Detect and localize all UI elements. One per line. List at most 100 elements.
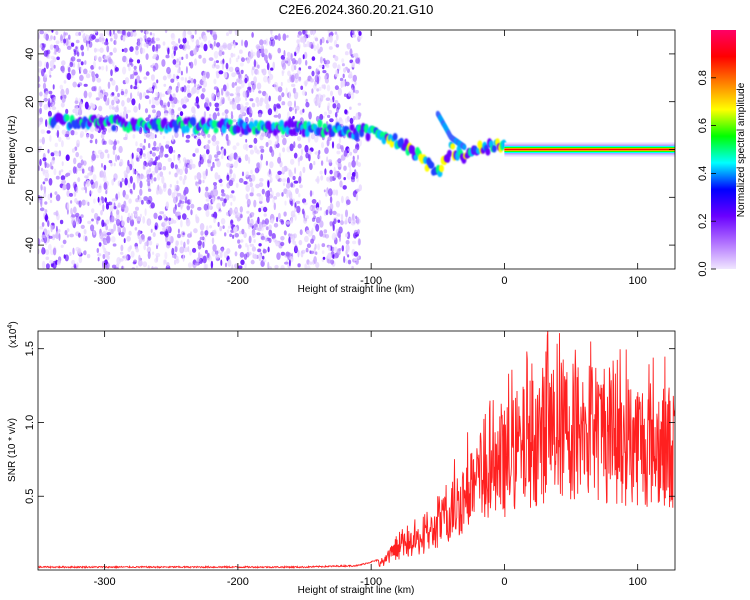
- spectrogram-noise-speck: [290, 107, 295, 111]
- spectrogram-noise-speck: [102, 59, 108, 63]
- spectrogram-noise-speck: [126, 31, 131, 37]
- spectrogram-noise-speck: [315, 223, 320, 232]
- spectrogram-noise-speck: [90, 133, 94, 140]
- spectrogram-noise-speck: [332, 189, 337, 196]
- spectrogram-noise-speck: [130, 92, 133, 99]
- spectrogram-noise-speck: [239, 206, 243, 213]
- spectrogram-noise-speck: [349, 106, 352, 110]
- spectrogram-noise-speck: [346, 42, 351, 50]
- spectrogram-noise-speck: [327, 105, 330, 111]
- spectrogram-noise-speck: [76, 58, 82, 63]
- spectrogram-noise-speck: [183, 85, 187, 93]
- spectrogram-noise-speck: [299, 184, 303, 189]
- spectrogram-noise-speck: [273, 81, 279, 90]
- spectrogram-noise-speck: [302, 166, 306, 174]
- spectrogram-noise-speck: [122, 226, 126, 235]
- spectrogram-noise-speck: [353, 148, 358, 154]
- spectrogram-noise-speck: [352, 155, 355, 162]
- spectrogram-noise-speck: [165, 54, 170, 59]
- spectrogram-noise-speck: [180, 240, 183, 246]
- spectrogram-noise-speck: [260, 224, 265, 232]
- spectrogram-noise-speck: [154, 134, 157, 139]
- spectrogram-noise-speck: [227, 43, 232, 51]
- spectrogram-noise-speck: [296, 39, 300, 44]
- spectrogram-noise-speck: [351, 213, 355, 221]
- spectrogram-noise-speck: [239, 213, 243, 218]
- spectrogram-noise-speck: [352, 34, 357, 38]
- spectrogram-noise-speck: [342, 185, 347, 190]
- spectrogram-noise-speck: [313, 84, 317, 90]
- bottom-y-multiplier: (x104): [7, 321, 19, 348]
- spectrogram-noise-speck: [117, 92, 120, 98]
- spectrogram-noise-speck: [39, 207, 45, 212]
- spectrogram-noise-speck: [214, 102, 220, 108]
- spectrogram-noise-speck: [122, 30, 126, 35]
- spectrogram-noise-speck: [153, 212, 158, 219]
- spectrogram-noise-speck: [241, 39, 244, 47]
- spectrogram-noise-speck: [283, 230, 287, 236]
- spectrogram-noise-speck: [351, 160, 356, 168]
- spectrogram-noise-speck: [253, 239, 256, 243]
- spectrogram-noise-speck: [39, 30, 45, 35]
- spectrogram-noise-speck: [143, 244, 146, 251]
- spectrogram-noise-speck: [268, 237, 272, 243]
- spectrogram-noise-speck: [44, 214, 49, 222]
- spectrogram-noise-speck: [113, 96, 119, 102]
- spectrogram-noise-speck: [347, 254, 350, 258]
- spectrogram-noise-speck: [59, 84, 64, 90]
- spectrogram-noise-speck: [103, 41, 109, 46]
- spectrogram-noise-speck: [219, 252, 223, 259]
- spectrogram-noise-speck: [179, 194, 185, 200]
- spectrogram-noise-speck: [158, 188, 163, 195]
- spectrogram-noise-speck: [103, 140, 107, 145]
- spectrogram-noise-speck: [187, 92, 192, 98]
- spectrogram-noise-speck: [122, 66, 127, 75]
- spectrogram-noise-speck: [343, 67, 347, 73]
- spectrogram-noise-speck: [338, 117, 343, 122]
- spectrogram-noise-speck: [231, 72, 236, 78]
- spectrogram-noise-speck: [212, 163, 215, 169]
- spectrogram-noise-speck: [317, 49, 321, 54]
- spectrogram-noise-speck: [216, 257, 221, 261]
- spectrogram-noise-speck: [109, 201, 114, 206]
- spectrogram-noise-speck: [196, 183, 200, 189]
- bottom-y-tick-label: 1.0: [24, 415, 36, 430]
- spectrogram-noise-speck: [259, 134, 264, 141]
- spectrogram-noise-speck: [111, 99, 115, 106]
- spectrogram-noise-speck: [251, 102, 256, 108]
- spectrogram-noise-speck: [39, 44, 43, 49]
- spectrogram-noise-speck: [271, 218, 274, 224]
- spectrogram-noise-speck: [216, 144, 220, 153]
- spectrogram-noise-speck: [207, 202, 210, 211]
- spectrogram-noise-speck: [148, 114, 151, 119]
- spectrogram-noise-speck: [305, 152, 310, 159]
- spectrogram-noise-speck: [200, 230, 204, 236]
- spectrogram-noise-speck: [123, 47, 128, 53]
- spectrogram-noise-speck: [49, 74, 52, 78]
- spectrogram-noise-speck: [210, 166, 213, 172]
- spectrogram-noise-speck: [136, 59, 141, 64]
- colorbar-tick-label: 0.6: [697, 118, 709, 133]
- spectrogram-noise-speck: [194, 82, 197, 88]
- spectrogram-noise-speck: [99, 232, 104, 240]
- top-x-tick-label: 100: [629, 275, 647, 287]
- spectrogram-noise-speck: [270, 67, 274, 71]
- spectrogram-noise-speck: [145, 71, 150, 76]
- spectrogram-noise-speck: [131, 267, 136, 269]
- spectrogram-noise-speck: [117, 226, 121, 233]
- bottom-x-tick-label: 100: [629, 576, 647, 588]
- spectrogram-noise-speck: [108, 104, 113, 110]
- spectrogram-noise-speck: [169, 183, 172, 188]
- spectrogram-noise-speck: [287, 70, 291, 77]
- spectrogram-noise-speck: [351, 30, 356, 34]
- spectrogram-noise-speck: [131, 152, 134, 159]
- spectrogram-noise-speck: [304, 263, 308, 269]
- spectrogram-noise-speck: [171, 53, 175, 59]
- spectrogram-noise-speck: [94, 55, 98, 60]
- spectrogram-noise-speck: [187, 262, 193, 268]
- spectrogram-noise-speck: [152, 251, 155, 255]
- spectrogram-noise-speck: [294, 100, 296, 108]
- chart-title: C2E6.2024.360.20.21.G10: [278, 2, 434, 17]
- spectrogram-ridge-blob: [64, 114, 70, 122]
- spectrogram-noise-speck: [77, 177, 81, 183]
